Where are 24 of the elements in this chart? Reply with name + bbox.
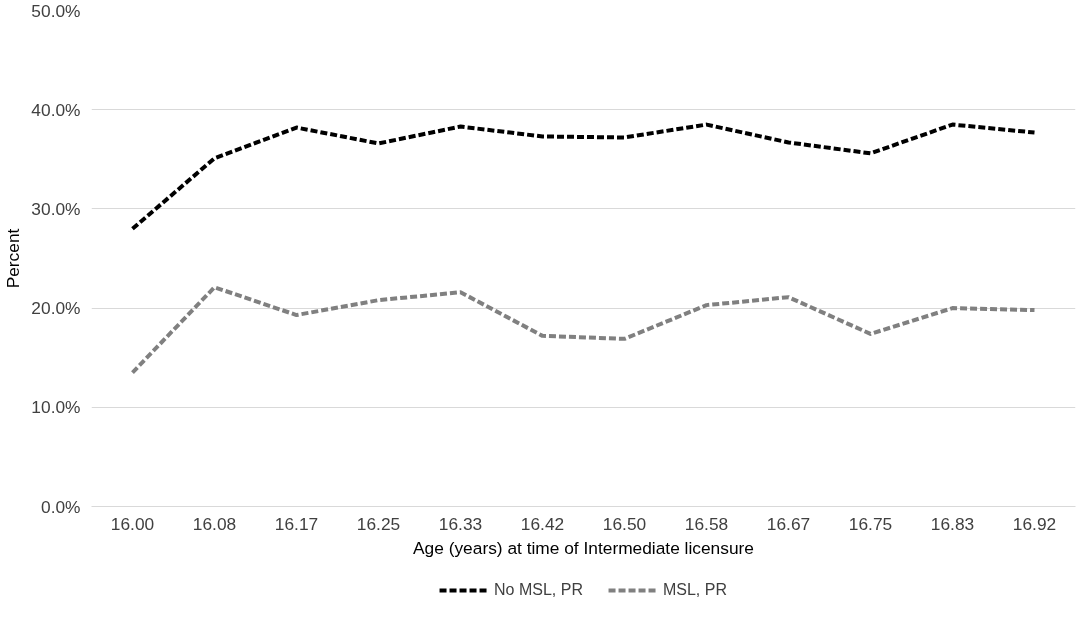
x-tick-label: 16.50 — [602, 513, 647, 534]
y-tick-label: 50.0% — [31, 0, 81, 21]
y-tick-label: 40.0% — [31, 99, 81, 120]
y-tick-label: 0.0% — [41, 496, 81, 517]
line-series — [130, 285, 1037, 375]
x-tick-label: 16.67 — [766, 513, 811, 534]
x-tick-label: 16.58 — [684, 513, 729, 534]
y-tick-label: 30.0% — [31, 198, 81, 219]
x-tick-label: 16.92 — [1012, 513, 1057, 534]
x-tick-label: 16.08 — [192, 513, 237, 534]
x-tick-label: 16.17 — [274, 513, 319, 534]
x-tick-label: 16.83 — [930, 513, 975, 534]
legend-label: No MSL, PR — [494, 581, 583, 599]
x-tick-label: 16.33 — [438, 513, 483, 534]
x-tick-label: 16.00 — [110, 513, 155, 534]
y-tick-label: 20.0% — [31, 298, 81, 319]
y-tick-label: 10.0% — [31, 397, 81, 418]
y-axis-title: Percent — [3, 228, 24, 289]
legend-label: MSL, PR — [662, 581, 727, 599]
x-axis-title: Age (years) at time of Intermediate licensure — [413, 537, 754, 558]
x-tick-label: 16.42 — [520, 513, 565, 534]
line-series — [130, 122, 1037, 231]
x-tick-label: 16.75 — [848, 513, 893, 534]
x-tick-label: 16.25 — [356, 513, 401, 534]
